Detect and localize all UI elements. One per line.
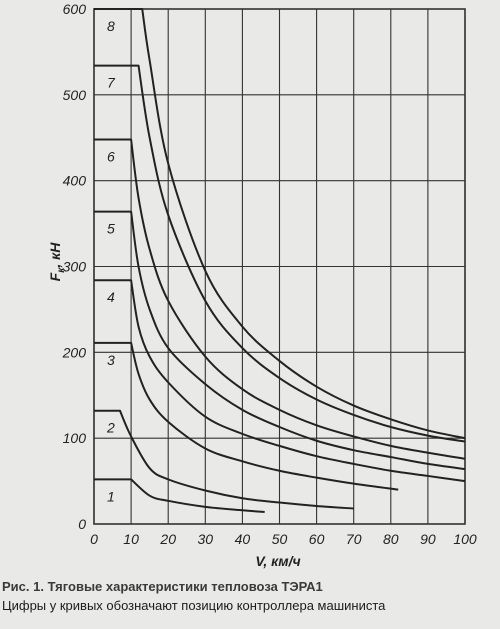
y-axis-label-unit: , кН [47, 242, 63, 269]
series-lines [94, 8, 466, 513]
y-axis-label-main: F [47, 272, 63, 281]
position-label-8: 8 [107, 18, 115, 34]
y-tick-label: 600 [63, 1, 87, 17]
position-label-3: 3 [107, 352, 115, 368]
series-6-line [94, 138, 466, 460]
x-tick-label: 90 [420, 531, 436, 547]
y-tick-label: 100 [63, 430, 87, 446]
series-4-line [94, 279, 466, 483]
x-axis-label: V, км/ч [255, 553, 300, 569]
x-tick-label: 80 [383, 531, 399, 547]
x-tick-label: 30 [198, 531, 214, 547]
position-label-1: 1 [107, 488, 115, 504]
x-tick-label: 20 [159, 531, 176, 547]
plot-frame [93, 8, 466, 525]
x-tick-label: 70 [346, 531, 362, 547]
y-tick-label: 500 [63, 87, 87, 103]
x-tick-label: 10 [123, 531, 139, 547]
tick-labels: 0 10 20 30 40 50 60 70 80 90 100 0 100 200 300 400 500 60… [62, 1, 477, 547]
series-7-line [94, 64, 466, 443]
y-tick-label: 0 [78, 516, 86, 532]
series-2-line [94, 409, 354, 510]
x-tick-label: 100 [453, 531, 477, 547]
y-tick-label: 200 [62, 344, 87, 360]
grid-lines [93, 8, 466, 525]
traction-chart: 1 2 3 4 5 6 7 8 0 10 20 30 40 50 60 70 80 90 100 0 100 200 30… [47, 1, 477, 569]
series-1-line [94, 478, 265, 513]
figure-caption-title: Рис. 1. Тяговые характеристики тепловоза… [2, 579, 323, 594]
series-5-line [94, 210, 466, 471]
x-tick-label: 0 [90, 531, 98, 547]
position-label-4: 4 [107, 289, 115, 305]
position-label-6: 6 [107, 148, 115, 164]
position-labels: 1 2 3 4 5 6 7 8 [106, 18, 116, 504]
x-tick-label: 50 [272, 531, 288, 547]
y-tick-label: 300 [63, 259, 87, 275]
position-label-7: 7 [107, 75, 116, 91]
position-label-5: 5 [107, 221, 115, 237]
position-label-2: 2 [106, 420, 115, 436]
x-tick-label: 60 [309, 531, 325, 547]
y-axis-label-subscript: к [56, 267, 67, 273]
series-8-line [94, 8, 466, 440]
y-axis-label: Fк, кН [47, 242, 67, 282]
series-3-line [94, 341, 399, 491]
x-tick-label: 40 [235, 531, 251, 547]
figure-caption-note: Цифры у кривых обозначают позицию контро… [2, 598, 386, 613]
y-tick-label: 400 [63, 173, 87, 189]
